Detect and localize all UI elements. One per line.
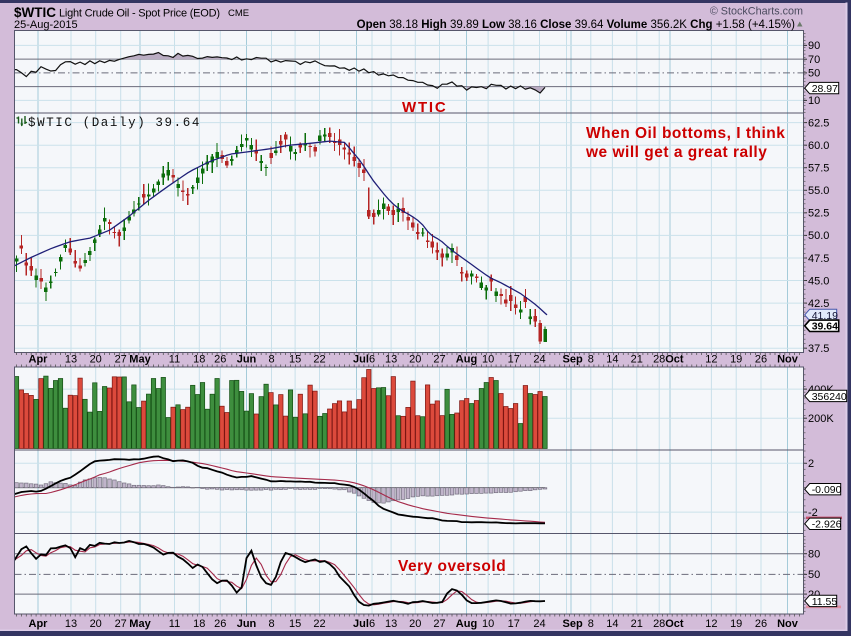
svg-text:13: 13 [385,354,397,366]
svg-text:356240: 356240 [812,391,847,403]
svg-text:13: 13 [65,354,77,366]
svg-text:Apr: Apr [29,618,49,630]
svg-text:27: 27 [433,618,445,630]
svg-text:Jul: Jul [353,618,369,630]
svg-text:18: 18 [193,618,205,630]
svg-text:27: 27 [433,354,445,366]
svg-text:13: 13 [385,618,397,630]
svg-text:10: 10 [482,354,494,366]
svg-text:50: 50 [808,68,820,80]
svg-text:10: 10 [808,95,820,107]
svg-text:22: 22 [313,354,325,366]
svg-text:37.5: 37.5 [808,343,829,355]
svg-text:50.0: 50.0 [808,230,829,242]
svg-text:8: 8 [588,618,594,630]
svg-text:42.5: 42.5 [808,298,829,310]
svg-text:28: 28 [653,618,665,630]
svg-text:14: 14 [606,354,618,366]
svg-text:Oct: Oct [665,354,684,366]
svg-text:24: 24 [533,618,545,630]
svg-text:Nov: Nov [777,618,799,630]
svg-text:20: 20 [409,618,421,630]
svg-text:21: 21 [631,354,643,366]
svg-text:26: 26 [214,618,226,630]
svg-text:8: 8 [268,354,274,366]
svg-text:Sep: Sep [563,354,583,366]
svg-text:-2: -2 [808,507,818,519]
svg-text:200K: 200K [808,413,834,425]
svg-text:55.0: 55.0 [808,185,829,197]
svg-text:Nov: Nov [777,354,799,366]
svg-text:2: 2 [808,458,814,470]
svg-text:90: 90 [808,40,820,52]
svg-text:12: 12 [705,618,717,630]
svg-text:May: May [129,354,151,366]
svg-text:Jul: Jul [353,354,369,366]
svg-text:Jun: Jun [237,354,257,366]
svg-text:$WTIC: $WTIC [14,5,56,20]
svg-text:28.97: 28.97 [812,83,838,95]
svg-text:20: 20 [90,354,102,366]
svg-text:15: 15 [289,354,301,366]
svg-text:47.5: 47.5 [808,253,829,265]
svg-text:12: 12 [705,354,717,366]
svg-text:28: 28 [653,354,665,366]
svg-text:45.0: 45.0 [808,275,829,287]
svg-text:27: 27 [115,354,127,366]
svg-text:18: 18 [193,354,205,366]
svg-text:8: 8 [268,618,274,630]
svg-text:21: 21 [631,618,643,630]
svg-text:Apr: Apr [29,354,49,366]
svg-text:$WTIC (Daily) 39.64: $WTIC (Daily) 39.64 [28,116,201,130]
svg-text:26: 26 [214,354,226,366]
svg-text:Very oversold: Very oversold [398,558,506,575]
svg-text:15: 15 [289,618,301,630]
svg-text:-2.926: -2.926 [812,519,842,531]
svg-text:When Oil bottoms, I think: When Oil bottoms, I think [586,125,785,142]
svg-text:17: 17 [508,618,520,630]
svg-text:-0.090: -0.090 [812,484,842,496]
svg-text:17: 17 [508,354,520,366]
svg-text:19: 19 [730,354,742,366]
svg-text:50: 50 [808,569,820,581]
svg-text:© StockCharts.com: © StockCharts.com [710,6,803,18]
svg-text:6: 6 [369,618,375,630]
svg-text:6: 6 [369,354,375,366]
svg-text:20: 20 [409,354,421,366]
svg-text:CME: CME [228,8,249,19]
svg-text:8: 8 [588,354,594,366]
svg-text:80: 80 [808,549,820,561]
svg-text:26: 26 [755,618,767,630]
svg-text:we will get a great rally: we will get a great rally [585,144,767,161]
svg-text:57.5: 57.5 [808,163,829,175]
svg-text:11: 11 [169,618,180,630]
svg-text:20: 20 [90,618,102,630]
svg-text:Aug: Aug [456,618,477,630]
svg-text:14: 14 [606,618,618,630]
svg-text:52.5: 52.5 [808,208,829,220]
svg-text:13: 13 [65,618,77,630]
svg-text:10: 10 [482,618,494,630]
svg-text:39.64: 39.64 [812,321,838,333]
svg-text:70: 70 [808,54,820,66]
svg-text:May: May [129,618,151,630]
svg-text:Oct: Oct [665,618,684,630]
svg-text:25-Aug-2015: 25-Aug-2015 [14,19,78,31]
svg-text:60.0: 60.0 [808,140,829,152]
svg-text:Open 38.18 High 39.89 Low 38: Open 38.18 High 39.89 Low 38.16 Close 39… [357,19,796,31]
svg-text:Aug: Aug [456,354,477,366]
svg-text:27: 27 [115,618,127,630]
svg-text:26: 26 [755,354,767,366]
svg-text:WTIC: WTIC [402,99,448,116]
svg-text:19: 19 [730,618,742,630]
svg-text:11: 11 [169,354,180,366]
svg-text:Jun: Jun [237,618,257,630]
svg-text:Light Crude Oil - Spot Price (: Light Crude Oil - Spot Price (EOD) [59,8,220,20]
svg-text:22: 22 [313,618,325,630]
svg-text:Sep: Sep [563,618,583,630]
svg-text:41.19: 41.19 [812,310,838,322]
svg-text:11.55: 11.55 [812,596,838,608]
svg-text:62.5: 62.5 [808,117,829,129]
svg-text:24: 24 [533,354,545,366]
